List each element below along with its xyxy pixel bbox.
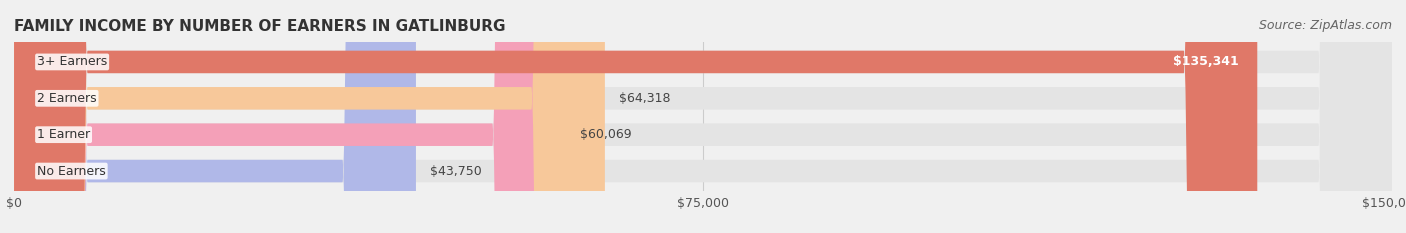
FancyBboxPatch shape xyxy=(14,0,605,233)
Text: $43,750: $43,750 xyxy=(430,164,481,178)
FancyBboxPatch shape xyxy=(14,0,1392,233)
Text: No Earners: No Earners xyxy=(37,164,105,178)
FancyBboxPatch shape xyxy=(14,0,1392,233)
Text: 1 Earner: 1 Earner xyxy=(37,128,90,141)
FancyBboxPatch shape xyxy=(14,0,565,233)
Text: $135,341: $135,341 xyxy=(1173,55,1239,69)
Text: $64,318: $64,318 xyxy=(619,92,671,105)
Text: Source: ZipAtlas.com: Source: ZipAtlas.com xyxy=(1258,19,1392,32)
Text: 3+ Earners: 3+ Earners xyxy=(37,55,107,69)
FancyBboxPatch shape xyxy=(14,0,416,233)
FancyBboxPatch shape xyxy=(14,0,1392,233)
Text: 2 Earners: 2 Earners xyxy=(37,92,97,105)
FancyBboxPatch shape xyxy=(14,0,1392,233)
Text: FAMILY INCOME BY NUMBER OF EARNERS IN GATLINBURG: FAMILY INCOME BY NUMBER OF EARNERS IN GA… xyxy=(14,19,506,34)
Text: $60,069: $60,069 xyxy=(579,128,631,141)
FancyBboxPatch shape xyxy=(14,0,1257,233)
